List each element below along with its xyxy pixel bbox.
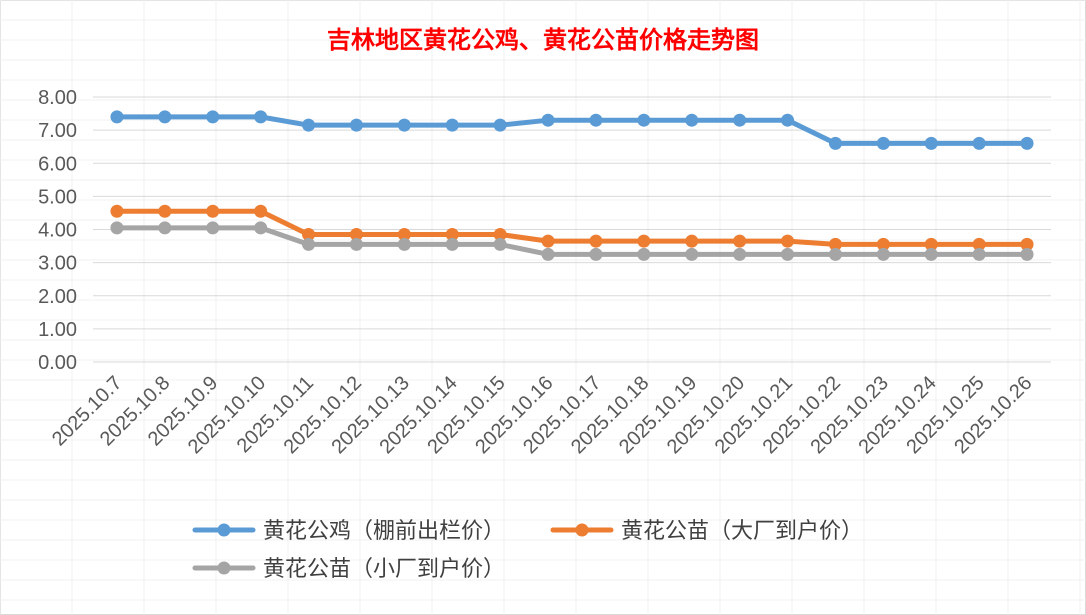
legend-item: 黄花公苗（小厂到户价） (192, 557, 505, 582)
data-point (493, 118, 507, 132)
data-point (158, 204, 172, 218)
data-point (1020, 247, 1034, 261)
data-point (110, 204, 124, 218)
data-point (397, 237, 411, 251)
legend-swatch-marker (217, 523, 231, 537)
data-point (445, 227, 459, 241)
data-point (972, 136, 986, 150)
series-line (114, 208, 1030, 247)
x-axis-tick-labels: 2025.10.72025.10.82025.10.92025.10.10202… (48, 372, 1037, 458)
y-tick-label: 7.00 (38, 120, 77, 142)
series-line (114, 225, 1030, 257)
legend: 黄花公鸡（棚前出栏价） 黄花公苗（大厂到户价） 黄花公苗（小厂到户价） (192, 519, 863, 582)
data-point (397, 118, 411, 132)
legend-swatch-marker (217, 561, 231, 575)
y-tick-label: 8.00 (38, 87, 77, 109)
data-point (589, 234, 603, 248)
data-point (733, 234, 747, 248)
data-point (397, 227, 411, 241)
series-line (114, 114, 1030, 146)
series-1 (110, 110, 1034, 150)
data-point (254, 204, 268, 218)
data-point (685, 234, 699, 248)
data-point (685, 113, 699, 127)
data-point (781, 234, 795, 248)
data-point (828, 237, 842, 251)
data-point (589, 247, 603, 261)
y-tick-label: 1.00 (38, 319, 77, 341)
series-lines (110, 110, 1034, 261)
data-point (158, 110, 172, 124)
data-point (637, 234, 651, 248)
y-tick-label: 3.00 (38, 253, 77, 275)
data-point (302, 118, 316, 132)
data-point (541, 234, 555, 248)
data-point (158, 221, 172, 235)
data-point (1020, 237, 1034, 251)
data-point (445, 118, 459, 132)
data-point (445, 237, 459, 251)
data-point (637, 113, 651, 127)
legend-item: 黄花公苗（大厂到户价） (550, 519, 863, 544)
data-point (254, 110, 268, 124)
data-point (349, 237, 363, 251)
series-2 (110, 204, 1034, 251)
y-tick-label: 6.00 (38, 153, 77, 175)
data-point (349, 118, 363, 132)
series-3 (110, 221, 1034, 261)
data-point (876, 237, 890, 251)
data-point (828, 247, 842, 261)
y-tick-label: 4.00 (38, 220, 77, 242)
y-tick-label: 2.00 (38, 286, 77, 308)
data-point (924, 136, 938, 150)
data-point (110, 221, 124, 235)
data-point (876, 136, 890, 150)
legend-label: 黄花公苗（小厂到户价） (263, 557, 505, 582)
data-point (972, 237, 986, 251)
data-point (733, 247, 747, 261)
data-point (924, 237, 938, 251)
y-tick-label: 5.00 (38, 186, 77, 208)
legend-item: 黄花公鸡（棚前出栏价） (192, 519, 505, 544)
data-point (254, 221, 268, 235)
data-point (733, 113, 747, 127)
data-point (541, 247, 555, 261)
data-point (828, 136, 842, 150)
data-point (685, 247, 699, 261)
data-point (589, 113, 603, 127)
chart-title: 吉林地区黄花公鸡、黄花公苗价格走势图 (327, 25, 759, 54)
data-point (924, 247, 938, 261)
data-point (781, 113, 795, 127)
data-point (206, 204, 220, 218)
data-point (1020, 136, 1034, 150)
data-point (493, 227, 507, 241)
data-point (206, 110, 220, 124)
data-point (637, 247, 651, 261)
data-point (349, 227, 363, 241)
data-point (972, 247, 986, 261)
data-point (781, 247, 795, 261)
data-point (302, 237, 316, 251)
y-tick-label: 0.00 (38, 352, 77, 374)
legend-label: 黄花公苗（大厂到户价） (621, 519, 863, 544)
data-point (876, 247, 890, 261)
data-point (110, 110, 124, 124)
legend-swatch-marker (575, 523, 589, 537)
legend-label: 黄花公鸡（棚前出栏价） (263, 519, 505, 544)
y-axis-tick-labels: 0.00 1.00 2.00 3.00 4.00 5.00 6.00 7.00 8.00 (38, 87, 77, 374)
data-point (493, 237, 507, 251)
data-point (302, 227, 316, 241)
data-point (541, 113, 555, 127)
data-point (206, 221, 220, 235)
